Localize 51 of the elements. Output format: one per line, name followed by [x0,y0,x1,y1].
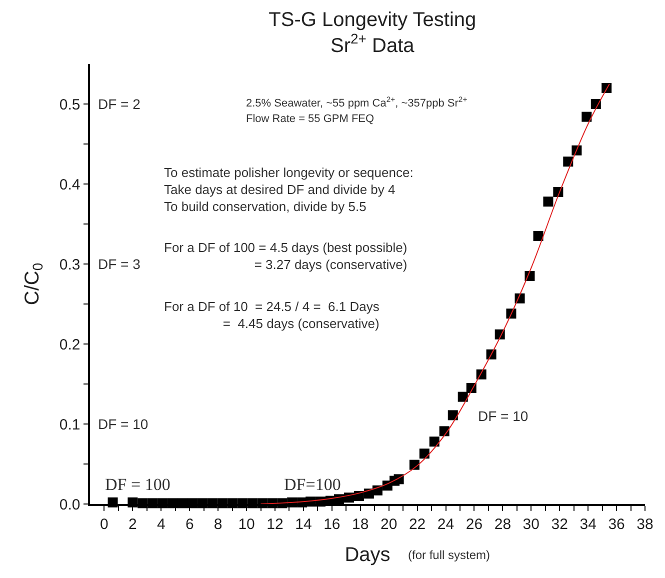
x-axis-title: Days [344,544,390,566]
x-tick-label: 4 [156,516,166,533]
x-tick-label: 12 [266,516,284,533]
point [419,448,430,459]
annotation: DF = 10 [98,416,148,432]
x-tick-label: 28 [494,516,512,533]
x-tick-label: 26 [466,516,483,533]
point [563,156,574,167]
annotation: DF = 10 [478,408,528,424]
point [448,410,458,420]
y-tick-label: 0.2 [59,336,80,354]
annotation: DF = 2 [98,96,141,112]
point [429,436,440,447]
annotation: 2.5% Seawater, ~55 ppm Ca$^{2+}$, ~357ppb Sr$^{2+}$ [246,95,468,110]
x-tick-label: 6 [185,516,194,533]
point [533,231,544,241]
annotation: DF=100 [284,475,341,494]
x-tick-label: 38 [636,516,654,533]
annotation: To estimate polisher longevity or sequence: Take days at desired DF and divide by 4 To build conservation, divide by 5.5 [164,165,414,214]
x-tick-label: 34 [580,516,596,533]
y-tick-label: 0.1 [59,416,80,434]
annotation: DF = 100 [105,475,170,494]
y-tick-label: 0.5 [59,96,80,114]
x-tick-label: 18 [352,516,369,533]
x-tick-label: 0 [100,516,108,533]
x-tick-label: 14 [295,516,312,533]
annotation: For a DF of 10 = 24.5 / 4 = 6.1 Days = 4.45 days (conservative) [164,299,380,331]
x-tick-label: 32 [551,516,568,533]
y-tick-label: 0.0 [59,496,80,514]
x-tick-label: 24 [437,516,454,533]
point [458,392,468,402]
point [543,196,554,207]
annotation: For a DF of 100 = 4.5 days (best possible) = 3.27 days (conservative) [164,240,408,272]
x-tick-label: 20 [380,516,398,533]
point [439,426,450,436]
chart-subtitle: Sr$^{2+}$ Data [330,30,416,58]
x-tick-label: 22 [408,516,426,533]
x-tick-label: 16 [324,516,340,533]
x-tick-label: 30 [522,516,540,533]
x-tick-label: 2 [128,516,137,533]
text: (for full system) [408,548,490,562]
annotation: DF = 3 [98,256,141,272]
x-tick-label: 36 [608,516,625,533]
x-tick-label: 8 [214,516,222,533]
annotation: Flow Rate = 55 GPM FEQ [246,113,375,125]
point [354,491,364,501]
chart-title: TS-G Longevity Testing [268,9,476,32]
x-tick-label: 10 [238,516,255,533]
y-tick-label: 0.4 [59,176,80,194]
y-tick-label: 0.3 [59,256,80,274]
point [582,112,592,122]
